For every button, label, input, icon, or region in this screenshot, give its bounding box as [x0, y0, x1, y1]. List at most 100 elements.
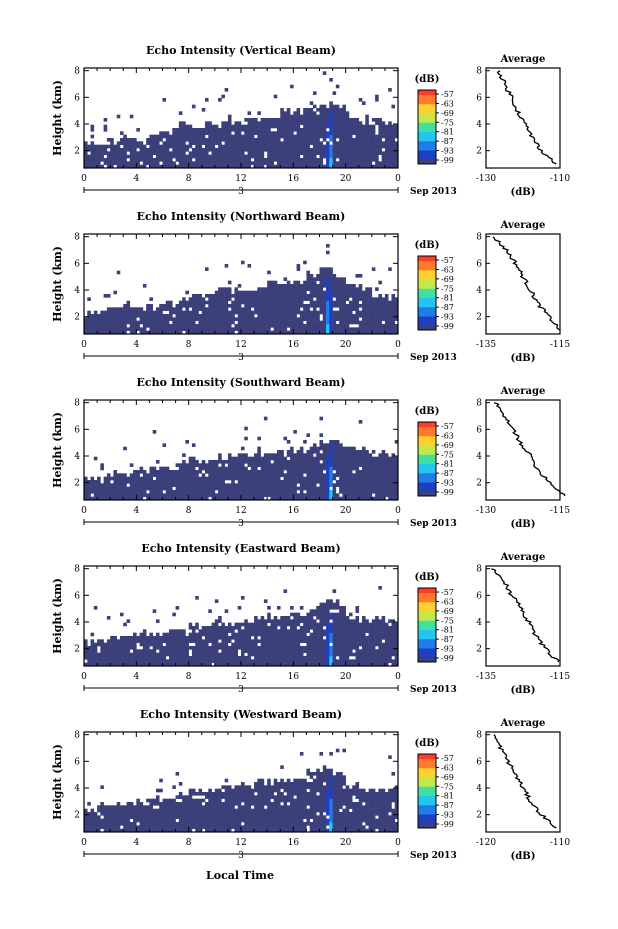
heatmap-cell [355, 470, 360, 474]
heatmap-cell [319, 493, 324, 497]
heatmap-cell [224, 131, 229, 135]
heatmap-cell [205, 158, 209, 162]
heatmap-cell [195, 622, 199, 627]
heatmap-cell [276, 493, 281, 497]
heatmap-cell [381, 300, 386, 305]
x-tick-label: 0 [395, 506, 401, 516]
heatmap-cell [208, 646, 212, 650]
heatmap-cell [136, 473, 140, 477]
heatmap-cell [296, 612, 301, 617]
heatmap-cell [267, 646, 271, 650]
heatmap-cell [306, 493, 310, 497]
heatmap-cell [290, 652, 294, 657]
heatmap-cell [348, 134, 353, 139]
heatmap-cell [319, 652, 324, 657]
heatmap-cell [290, 324, 294, 328]
heatmap-cell [388, 324, 392, 328]
heatmap-cell [159, 138, 163, 142]
heatmap-cell [146, 148, 150, 152]
heatmap-cell [93, 642, 98, 647]
heatmap-cell [90, 330, 95, 335]
heatmap-cell [362, 320, 366, 325]
heatmap-cell [152, 317, 157, 321]
heatmap-cell [241, 483, 245, 487]
heatmap-cell [126, 642, 131, 647]
heatmap-cell [260, 128, 265, 132]
heatmap-cell [303, 330, 307, 335]
heatmap-cell [185, 493, 189, 497]
heatmap-cell [290, 131, 294, 135]
heatmap-cell [286, 164, 291, 169]
heatmap-cell [123, 486, 127, 491]
heatmap-cell [368, 161, 373, 165]
heatmap-cell [93, 656, 98, 660]
heatmap-cell [172, 148, 176, 152]
heatmap-cell [391, 453, 396, 457]
heatmap-cell [270, 118, 275, 122]
heatmap-cell [286, 290, 291, 295]
heatmap-cell [378, 496, 382, 501]
heatmap-cell [84, 483, 88, 487]
heatmap-cell [335, 642, 340, 647]
heatmap-cell [247, 330, 252, 335]
heatmap-cell [339, 460, 343, 464]
heatmap-cell [339, 649, 343, 653]
heatmap-cell [254, 483, 258, 487]
heatmap-cell [335, 114, 340, 119]
heatmap-cell [335, 128, 340, 132]
heatmap-cell [332, 639, 337, 643]
heatmap-cell [244, 483, 248, 487]
heatmap-cell [227, 131, 232, 135]
date-label: Sep 2013 [410, 187, 457, 197]
heatmap-cell [110, 642, 114, 647]
heatmap-cell [178, 151, 183, 155]
heatmap-cell [270, 632, 275, 637]
heatmap-cell [182, 300, 186, 305]
heatmap-cell [129, 320, 134, 325]
heatmap-cell [254, 131, 258, 135]
heatmap-cell [205, 141, 209, 145]
heatmap-cell [342, 493, 346, 497]
heatmap-cell [391, 460, 396, 464]
heatmap-cell [224, 642, 229, 647]
heatmap-cell [267, 151, 271, 155]
heatmap-cell [273, 493, 278, 497]
heatmap-cell [198, 317, 203, 321]
heatmap-cell [146, 493, 150, 497]
heatmap-cell [244, 300, 248, 305]
heatmap-cell [185, 304, 189, 308]
heatmap-cell [198, 486, 203, 491]
heatmap-cell [394, 161, 399, 165]
heatmap-cell [97, 324, 101, 328]
heatmap-cell [244, 480, 248, 484]
heatmap-cell [133, 310, 137, 315]
heatmap-cell [355, 320, 360, 325]
heatmap-cell [293, 128, 297, 132]
heatmap-cell [303, 659, 307, 663]
heatmap-cell [162, 632, 167, 637]
heatmap-cell [312, 131, 317, 135]
heatmap-cell [126, 659, 131, 663]
heatmap-cell [244, 453, 248, 457]
heatmap-cell [185, 164, 189, 169]
heatmap-cell [142, 642, 147, 647]
heatmap-cell [110, 307, 114, 311]
heatmap-cell [309, 656, 314, 660]
heatmap-cell [162, 158, 167, 162]
heatmap-cell [247, 636, 252, 640]
heatmap-cell [221, 144, 225, 149]
heatmap-cell [152, 320, 157, 325]
heatmap-cell [335, 280, 340, 285]
heatmap-cell [303, 639, 307, 643]
heatmap-cell [319, 476, 324, 481]
heatmap-cell [129, 493, 134, 497]
heatmap-cell [394, 134, 399, 139]
heatmap-cell [100, 496, 104, 501]
heatmap-cell [283, 619, 288, 623]
heatmap-cell [90, 158, 95, 162]
heatmap-cell [231, 629, 235, 633]
heatmap-cell [162, 314, 167, 318]
heatmap-cell [175, 463, 180, 467]
heatmap-cell [365, 290, 369, 295]
heatmap-cell [299, 486, 304, 491]
